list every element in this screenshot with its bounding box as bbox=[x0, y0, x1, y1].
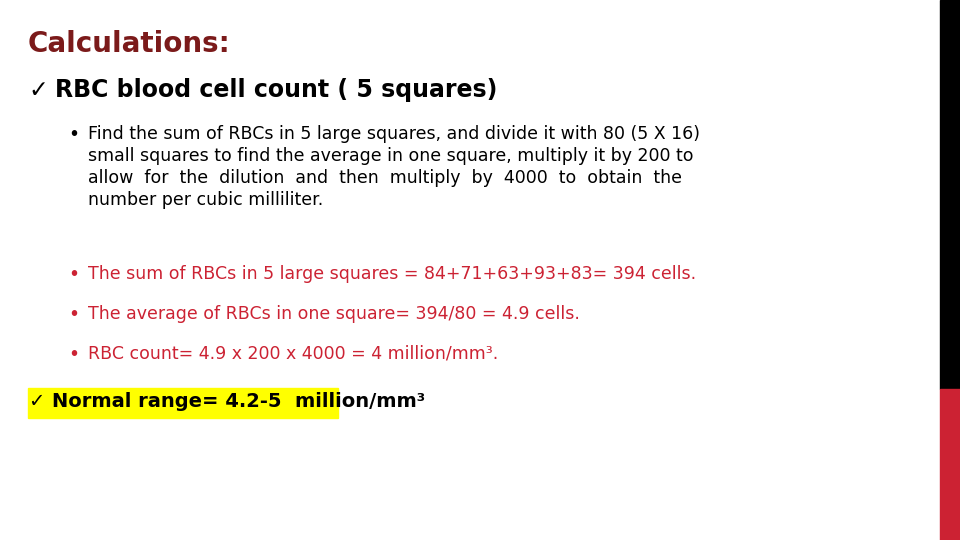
Text: The sum of RBCs in 5 large squares = 84+71+63+93+83= 394 cells.: The sum of RBCs in 5 large squares = 84+… bbox=[88, 265, 696, 283]
Text: •: • bbox=[68, 265, 79, 284]
Text: allow  for  the  dilution  and  then  multiply  by  4000  to  obtain  the: allow for the dilution and then multiply… bbox=[88, 169, 682, 187]
Text: RBC count= 4.9 x 200 x 4000 = 4 million/mm³.: RBC count= 4.9 x 200 x 4000 = 4 million/… bbox=[88, 345, 498, 363]
Text: •: • bbox=[68, 125, 79, 144]
Text: ✓: ✓ bbox=[28, 78, 48, 102]
Text: The average of RBCs in one square= 394/80 = 4.9 cells.: The average of RBCs in one square= 394/8… bbox=[88, 305, 580, 323]
Text: Calculations:: Calculations: bbox=[28, 30, 230, 58]
Bar bbox=[28, 388, 338, 418]
Text: •: • bbox=[68, 345, 79, 364]
Text: Find the sum of RBCs in 5 large squares, and divide it with 80 (5 X 16): Find the sum of RBCs in 5 large squares,… bbox=[88, 125, 700, 143]
Text: small squares to find the average in one square, multiply it by 200 to: small squares to find the average in one… bbox=[88, 147, 693, 165]
Text: number per cubic milliliter.: number per cubic milliliter. bbox=[88, 191, 324, 209]
Text: •: • bbox=[68, 305, 79, 324]
Bar bbox=[940, 389, 960, 540]
Text: RBC blood cell count ( 5 squares): RBC blood cell count ( 5 squares) bbox=[55, 78, 497, 102]
Bar bbox=[940, 0, 960, 389]
Text: Normal range= 4.2-5  million/mm³: Normal range= 4.2-5 million/mm³ bbox=[52, 392, 425, 411]
Text: ✓: ✓ bbox=[28, 392, 44, 411]
